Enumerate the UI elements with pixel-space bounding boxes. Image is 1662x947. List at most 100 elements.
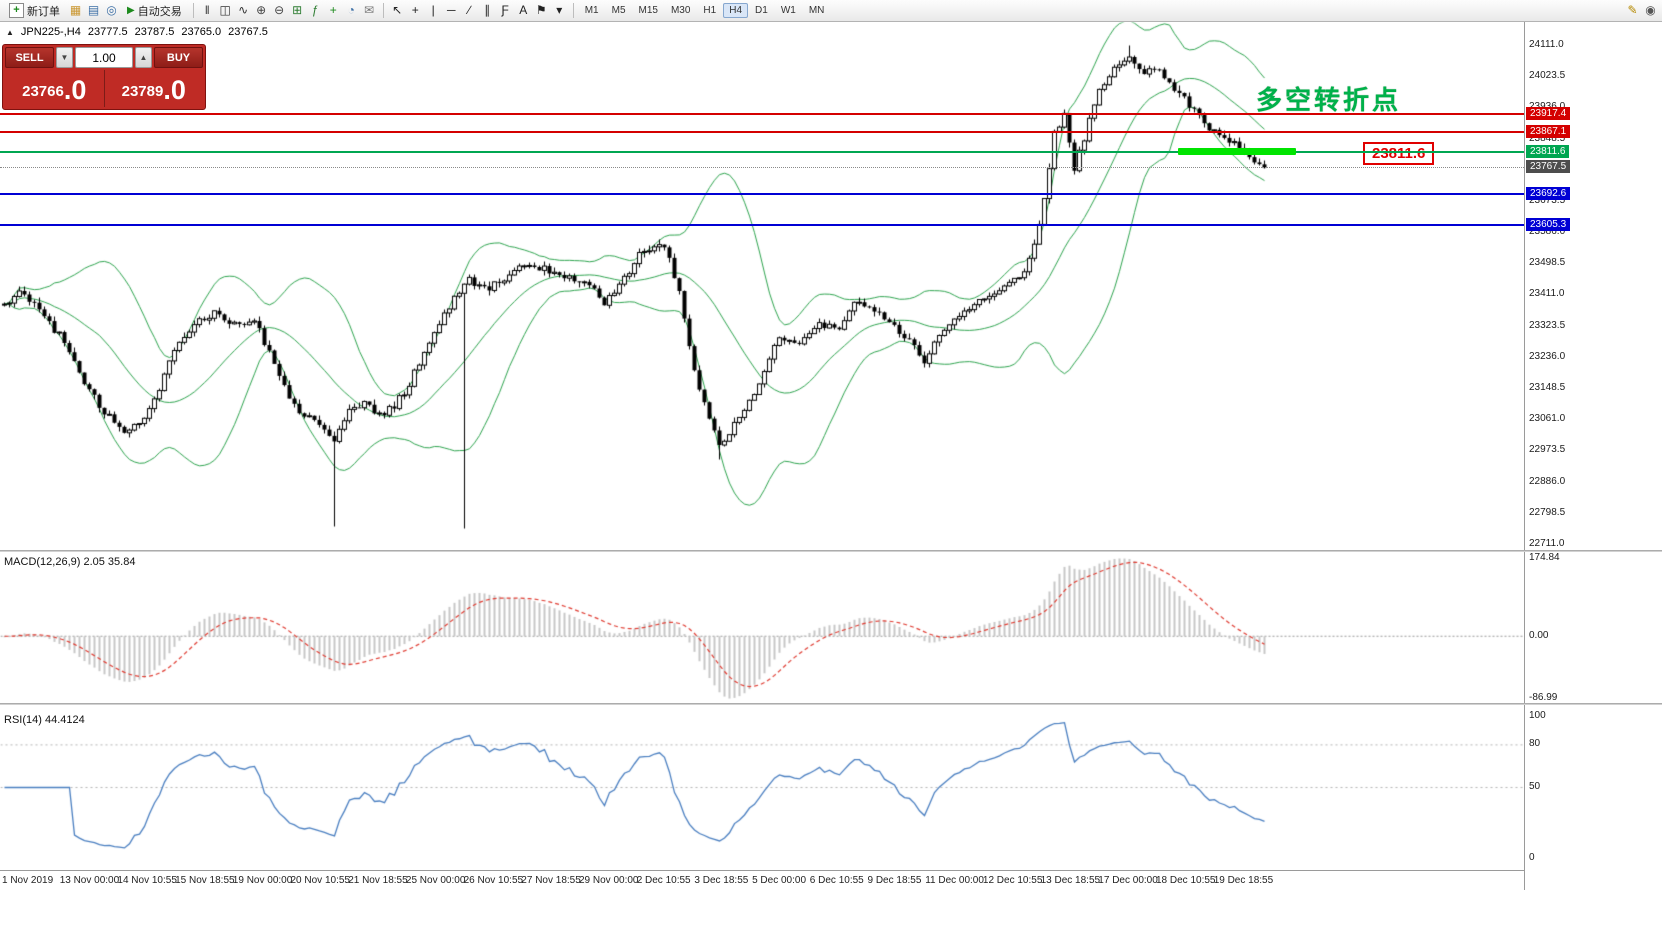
toolbar-separator xyxy=(382,3,384,18)
time-scale-label: 5 Dec 00:00 xyxy=(752,875,807,886)
buy-price-pips: .0 xyxy=(163,75,186,105)
tile-windows-icon[interactable]: ⊞ xyxy=(292,3,303,17)
candlestick-chart-icon[interactable]: ◫ xyxy=(219,3,231,17)
time-scale-label: 17 Dec 00:00 xyxy=(1098,875,1158,886)
time-scale-label: 25 Nov 00:00 xyxy=(405,875,466,886)
timeframe-button-m5[interactable]: M5 xyxy=(611,5,626,16)
volume-input[interactable]: 1.00 xyxy=(75,47,133,68)
navigator-icon[interactable]: ◎ xyxy=(106,3,117,17)
price-scale-label: 22886.0 xyxy=(1529,475,1566,487)
horizontal-level-line[interactable] xyxy=(0,112,1524,115)
time-scale-label: 26 Nov 10:55 xyxy=(463,875,524,886)
autotrading-button[interactable]: ▶ 自动交易 xyxy=(121,1,188,21)
crosshair-icon[interactable]: + xyxy=(411,3,419,17)
time-scale-label: 29 Nov 00:00 xyxy=(579,875,639,886)
price-scale-label: 24023.5 xyxy=(1529,70,1566,82)
time-scale-label: 15 Nov 18:55 xyxy=(175,875,235,886)
rsi-scale-label: 80 xyxy=(1529,738,1541,750)
edit-icon[interactable]: ✎ xyxy=(1627,3,1638,17)
toolbar-separator xyxy=(192,3,194,18)
timeframe-button-m30[interactable]: M30 xyxy=(670,5,691,16)
horizontal-level-line[interactable] xyxy=(0,193,1524,196)
horizontal-level-line[interactable] xyxy=(0,130,1524,133)
time-scale-label: 21 Nov 18:55 xyxy=(348,875,408,886)
current-price-badge: 23767.5 xyxy=(1526,160,1571,174)
price-flag-annotation[interactable]: 23811.6 xyxy=(1363,142,1435,165)
time-scale-label: 9 Dec 18:55 xyxy=(867,875,922,886)
chart-symbol-timeframe: JPN225-,H4 xyxy=(20,26,81,38)
price-scale-label: 23936.0 xyxy=(1529,101,1565,113)
highlight-green-segment[interactable] xyxy=(1178,147,1296,155)
volume-increase-button[interactable]: ▲ xyxy=(135,47,152,68)
bar-chart-icon[interactable]: ‖ xyxy=(204,3,210,17)
channel-icon[interactable]: ∥ xyxy=(484,3,491,17)
timeframe-button-w1[interactable]: W1 xyxy=(780,5,796,16)
level-price-badge: 23811.6 xyxy=(1526,144,1570,158)
periods-icon[interactable]: ◔ xyxy=(347,3,355,17)
volume-decrease-button[interactable]: ▼ xyxy=(56,47,73,68)
symbol-marker-icon: ▲ xyxy=(6,27,14,37)
search-icon[interactable]: ◉ xyxy=(1645,3,1656,17)
price-scale[interactable]: 24111.024023.523936.023848.523761.023673… xyxy=(1524,22,1662,890)
timeframe-button-mn[interactable]: MN xyxy=(808,5,825,16)
buy-price[interactable]: 23789 .0 xyxy=(103,70,204,107)
indicators-icon[interactable]: ƒ xyxy=(311,3,319,17)
time-scale-label: 11 Dec 00:00 xyxy=(925,875,984,886)
ohlc-open: 23777.5 xyxy=(87,26,128,38)
add-indicator-icon[interactable]: + xyxy=(329,3,337,17)
timeframe-button-m1[interactable]: M1 xyxy=(584,5,599,16)
sell-price-pips: .0 xyxy=(63,75,87,105)
timeframe-button-m15[interactable]: M15 xyxy=(638,5,658,16)
text-icon[interactable]: A xyxy=(519,3,528,17)
autotrading-label: 自动交易 xyxy=(137,5,182,18)
ohlc-low: 23765.0 xyxy=(181,26,222,38)
price-scale-label: 22798.5 xyxy=(1529,506,1566,518)
horizontal-line-icon[interactable]: ─ xyxy=(446,3,456,17)
level-price-badge: 23692.6 xyxy=(1526,187,1571,201)
price-scale-label: 23148.5 xyxy=(1529,382,1566,394)
time-scale-label: 3 Dec 18:55 xyxy=(694,875,749,886)
price-scale-label: 23586.0 xyxy=(1529,226,1566,238)
toolbar: + 新订单 ▦ ▤ ◎ ▶ 自动交易 ‖ ◫ ∿ ⊕ ⊖ ⊞ ƒ + ◔ ✉ ↖ + | ─ ∕ ∥ Ƒ A ⚑ ▾ M… xyxy=(0,0,1662,22)
price-scale-label: 23236.0 xyxy=(1529,350,1566,362)
toolbar-separator xyxy=(572,3,574,18)
time-scale-label: 13 Dec 18:55 xyxy=(1040,875,1101,886)
horizontal-level-line[interactable] xyxy=(0,224,1524,227)
macd-pane-separator[interactable] xyxy=(0,550,1662,552)
zoom-out-icon[interactable]: ⊖ xyxy=(274,3,285,17)
time-scale-label: 6 Dec 10:55 xyxy=(809,875,864,886)
price-scale-label: 23848.5 xyxy=(1529,132,1566,144)
rsi-pane-separator[interactable] xyxy=(0,703,1662,705)
market-watch-icon[interactable]: ▦ xyxy=(69,3,82,17)
time-scale[interactable]: 1 Nov 2019 13 Nov 00:00 14 Nov 10:55 15 Nov… xyxy=(0,870,1524,891)
timeframe-button-h1[interactable]: H1 xyxy=(703,5,717,16)
data-window-icon[interactable]: ▤ xyxy=(87,3,100,17)
timeframe-button-h4[interactable]: H4 xyxy=(723,3,749,18)
horizontal-level-line[interactable] xyxy=(0,150,1524,153)
cursor-icon[interactable]: ↖ xyxy=(392,3,403,17)
vertical-line-icon[interactable]: | xyxy=(431,3,435,17)
macd-scale-max: 174.84 xyxy=(1529,552,1560,563)
shapes-dropdown-icon[interactable]: ▾ xyxy=(556,3,563,17)
buy-button[interactable]: BUY xyxy=(154,47,203,68)
chart-ohlc-header: ▲ JPN225-,H4 23777.5 23787.5 23765.0 237… xyxy=(6,26,268,38)
price-scale-label: 23673.5 xyxy=(1529,194,1566,206)
arrow-label-icon[interactable]: ⚑ xyxy=(535,3,547,17)
sell-price[interactable]: 23766 .0 xyxy=(5,70,104,107)
new-order-label: 新订单 xyxy=(27,5,60,18)
turning-point-annotation[interactable]: 多空转折点 xyxy=(1256,85,1402,115)
sell-button[interactable]: SELL xyxy=(5,47,54,68)
mail-icon[interactable]: ✉ xyxy=(364,3,375,17)
timeframe-button-d1[interactable]: D1 xyxy=(755,5,768,16)
chart-canvas[interactable] xyxy=(0,22,1524,890)
fibonacci-icon[interactable]: Ƒ xyxy=(501,3,509,17)
price-scale-label: 23323.5 xyxy=(1529,319,1566,331)
time-scale-label: 13 Nov 00:00 xyxy=(59,875,120,886)
line-chart-icon[interactable]: ∿ xyxy=(238,3,249,17)
trendline-icon[interactable]: ∕ xyxy=(468,3,471,17)
level-price-badge: 23917.4 xyxy=(1526,106,1571,120)
new-order-button[interactable]: + 新订单 xyxy=(3,1,66,21)
ohlc-close: 23767.5 xyxy=(228,26,268,38)
zoom-in-icon[interactable]: ⊕ xyxy=(256,3,267,17)
